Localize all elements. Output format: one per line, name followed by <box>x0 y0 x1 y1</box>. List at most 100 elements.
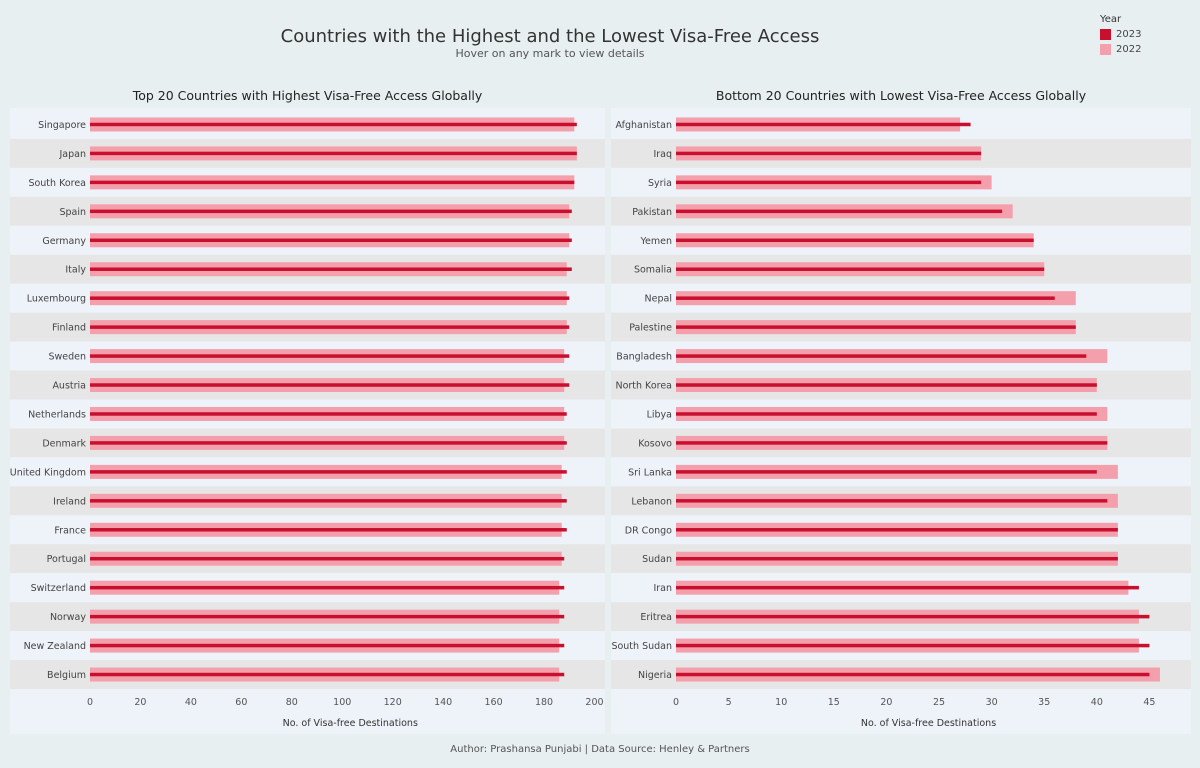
top-20-chart: Singapore Japan South Korea Spain Germany Ita… <box>10 108 605 734</box>
chart-title: Countries with the Highest and the Lowes… <box>280 26 820 47</box>
bar-2023-nigeria[interactable] <box>676 672 1150 677</box>
bar-2023-france[interactable] <box>90 528 567 532</box>
category-label-singapore: Singapore <box>38 120 86 131</box>
x-tick-label-45: 45 <box>1143 697 1155 708</box>
legend-item-2023[interactable]: 2023 <box>1100 29 1141 40</box>
bar-2023-libya[interactable] <box>676 412 1097 416</box>
bar-2023-sudan[interactable] <box>676 556 1118 561</box>
bar-2023-norway[interactable] <box>90 614 565 619</box>
x-tick-label-25: 25 <box>933 697 945 708</box>
category-label-south-sudan: South Sudan <box>611 641 672 652</box>
category-label-palestine: Palestine <box>629 323 672 334</box>
bar-2023-netherlands[interactable] <box>90 412 567 416</box>
chart-subtitle: Hover on any mark to view details <box>455 47 645 60</box>
bar-2023-finland[interactable] <box>90 325 570 329</box>
bar-2023-eritrea[interactable] <box>676 614 1150 619</box>
category-label-sweden: Sweden <box>48 352 86 363</box>
bar-2023-lebanon[interactable] <box>676 499 1108 503</box>
category-label-ireland: Ireland <box>53 496 86 507</box>
category-label-denmark: Denmark <box>42 438 86 449</box>
bar-2023-south-sudan[interactable] <box>676 643 1150 648</box>
legend-title: Year <box>1100 14 1122 25</box>
bar-2023-pakistan[interactable] <box>676 209 1003 214</box>
bar-2023-sri-lanka[interactable] <box>676 470 1097 474</box>
bar-2023-austria[interactable] <box>90 383 570 387</box>
x-tick-label-35: 35 <box>1038 697 1050 708</box>
bar-2023-dr-congo[interactable] <box>676 528 1118 532</box>
bar-2023-denmark[interactable] <box>90 441 567 445</box>
category-label-dr-congo: DR Congo <box>625 525 672 536</box>
bar-2023-belgium[interactable] <box>90 672 565 677</box>
x-tick-label-5: 5 <box>726 697 732 708</box>
legend-swatch-2023 <box>1100 29 1111 40</box>
x-tick-label-200: 200 <box>585 697 603 708</box>
bar-2023-yemen[interactable] <box>676 238 1034 243</box>
category-label-portugal: Portugal <box>47 554 86 565</box>
category-label-belgium: Belgium <box>47 670 86 681</box>
bar-2023-south-korea[interactable] <box>90 180 575 185</box>
x-tick-label-120: 120 <box>384 697 402 708</box>
x-tick-label-0: 0 <box>87 697 93 708</box>
category-label-netherlands: Netherlands <box>28 409 86 420</box>
bar-2023-luxembourg[interactable] <box>90 296 570 300</box>
category-label-spain: Spain <box>59 207 86 218</box>
category-label-somalia: Somalia <box>634 265 672 276</box>
category-label-nepal: Nepal <box>645 294 672 305</box>
bar-2023-nepal[interactable] <box>676 296 1055 300</box>
legend-label-2023: 2023 <box>1116 29 1142 40</box>
bar-2023-germany[interactable] <box>90 238 572 243</box>
bar-2023-iraq[interactable] <box>676 151 982 156</box>
bar-2023-iran[interactable] <box>676 585 1139 590</box>
category-label-luxembourg: Luxembourg <box>27 294 86 305</box>
bar-2023-kosovo[interactable] <box>676 441 1108 445</box>
category-label-north-korea: North Korea <box>615 381 672 392</box>
category-label-bangladesh: Bangladesh <box>616 352 672 363</box>
bar-2023-bangladesh[interactable] <box>676 354 1087 358</box>
bar-2023-syria[interactable] <box>676 180 982 185</box>
legend: Year 2023 2022 <box>1100 14 1141 59</box>
bar-2023-palestine[interactable] <box>676 325 1076 329</box>
category-label-switzerland: Switzerland <box>31 583 86 594</box>
x-tick-label-15: 15 <box>828 697 840 708</box>
bar-2023-switzerland[interactable] <box>90 585 565 590</box>
category-label-iraq: Iraq <box>653 149 672 160</box>
bar-2023-sweden[interactable] <box>90 354 570 358</box>
bar-2023-ireland[interactable] <box>90 499 567 503</box>
bar-2023-singapore[interactable] <box>90 122 577 127</box>
bar-2023-japan[interactable] <box>90 151 577 156</box>
category-label-syria: Syria <box>648 178 672 189</box>
bar-2023-somalia[interactable] <box>676 267 1045 271</box>
category-label-austria: Austria <box>52 381 86 392</box>
category-label-germany: Germany <box>42 236 86 247</box>
x-tick-label-140: 140 <box>434 697 452 708</box>
x-tick-label-10: 10 <box>775 697 787 708</box>
category-label-pakistan: Pakistan <box>632 207 672 218</box>
category-label-italy: Italy <box>65 265 86 276</box>
category-label-libya: Libya <box>647 409 672 420</box>
category-label-finland: Finland <box>52 323 86 334</box>
left-panel-title: Top 20 Countries with Highest Visa-Free … <box>132 88 483 103</box>
category-label-nigeria: Nigeria <box>638 670 672 681</box>
x-tick-label-80: 80 <box>286 697 298 708</box>
category-label-kosovo: Kosovo <box>638 438 672 449</box>
category-label-eritrea: Eritrea <box>640 612 672 623</box>
category-label-iran: Iran <box>653 583 672 594</box>
x-axis-label: No. of Visa-free Destinations <box>283 718 418 729</box>
bar-2023-new-zealand[interactable] <box>90 643 565 648</box>
legend-item-2022[interactable]: 2022 <box>1100 44 1141 55</box>
category-label-sudan: Sudan <box>642 554 672 565</box>
bar-2023-north-korea[interactable] <box>676 383 1097 387</box>
bar-2023-spain[interactable] <box>90 209 572 214</box>
bar-2023-afghanistan[interactable] <box>676 122 971 127</box>
x-axis-label: No. of Visa-free Destinations <box>861 718 996 729</box>
x-tick-label-180: 180 <box>535 697 553 708</box>
category-label-lebanon: Lebanon <box>631 496 672 507</box>
bar-2023-portugal[interactable] <box>90 556 565 561</box>
bar-2023-italy[interactable] <box>90 267 572 271</box>
bottom-20-chart: Afghanistan Iraq Syria Pakistan Yemen Somalia… <box>611 108 1191 734</box>
category-label-yemen: Yemen <box>639 236 672 247</box>
category-label-afghanistan: Afghanistan <box>615 120 672 131</box>
bar-2023-united-kingdom[interactable] <box>90 470 567 474</box>
category-label-japan: Japan <box>59 149 87 160</box>
category-label-united-kingdom: United Kingdom <box>10 467 86 478</box>
